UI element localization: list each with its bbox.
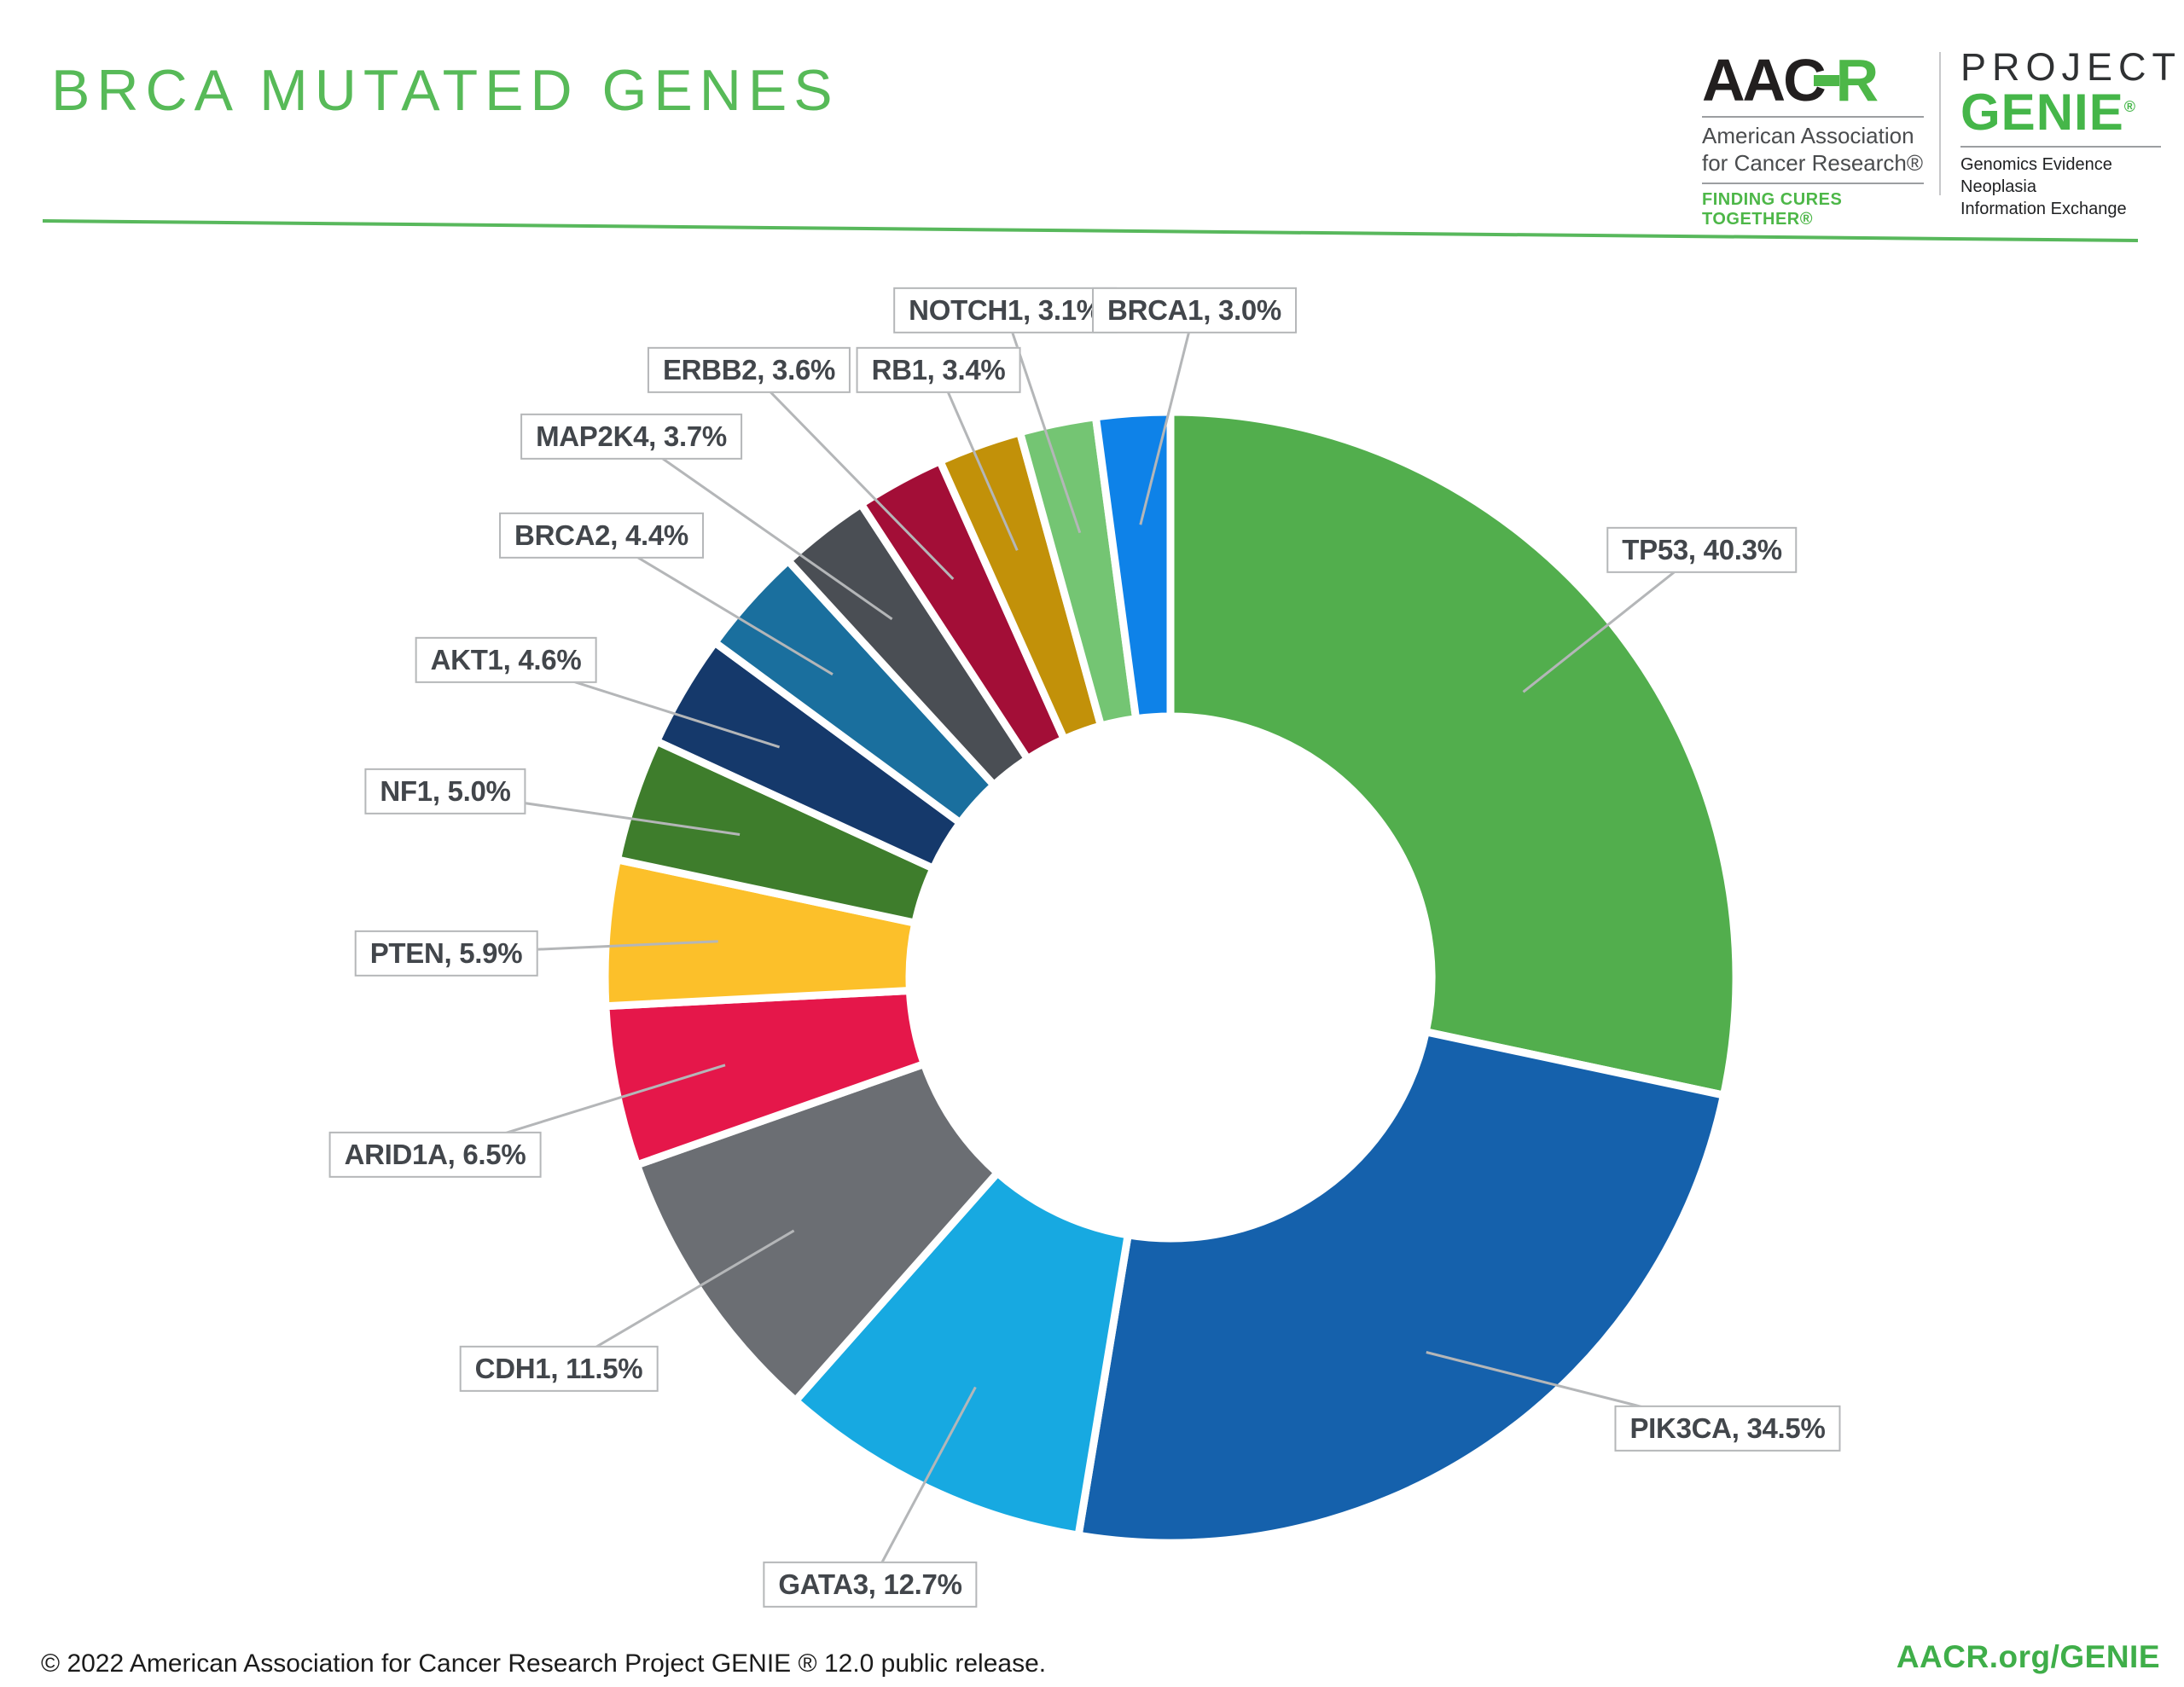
footer-copyright: © 2022 American Association for Cancer R… — [41, 1649, 1047, 1678]
aacr-dash-icon — [1813, 75, 1839, 87]
footer-link: AACR.org/GENIE — [1896, 1639, 2160, 1674]
aacr-acronym-black: AAC — [1702, 47, 1827, 113]
header-underline — [42, 219, 2139, 242]
aacr-rule-bottom — [1702, 183, 1924, 185]
leader-line-tp53 — [1522, 548, 1703, 693]
logo-divider — [1939, 52, 1941, 195]
donut-slice-gata3 — [790, 1167, 1133, 1540]
aacr-acronym-green: R — [1835, 47, 1879, 113]
genie-name-text: GENIE — [1960, 84, 2124, 142]
aacr-name-line2: for Cancer Research® — [1702, 149, 1924, 176]
aacr-logo: AAC R American Association for Cancer Res… — [1702, 50, 1924, 229]
genie-subtitle-line2: Information Exchange — [1960, 200, 2127, 219]
donut-slice-pik3ca — [1073, 1027, 1728, 1547]
donut-slices-group — [601, 408, 1740, 1547]
genie-rule — [1960, 146, 2161, 148]
leader-line-brca1 — [1139, 310, 1196, 525]
leader-line-rb1 — [937, 369, 1019, 551]
genie-subtitle-line1: Genomics Evidence Neoplasia — [1960, 155, 2112, 197]
aacr-rule-top — [1702, 116, 1924, 118]
project-genie-logo: PROJECT GENIE® Genomics Evidence Neoplas… — [1960, 45, 2182, 220]
aacr-tagline: FINDING CURES TOGETHER® — [1702, 190, 1843, 229]
genie-project-word: PROJECT — [1960, 45, 2182, 89]
leader-line-map2k4 — [630, 435, 893, 621]
genie-name-word: GENIE® — [1960, 87, 2161, 138]
donut-slice-tp53 — [1166, 408, 1740, 1100]
donut-slice-cdh1 — [631, 1058, 1003, 1406]
logo-block: AAC R American Association for Cancer Res… — [1702, 47, 2175, 229]
aacr-acronym: AAC R — [1702, 50, 1924, 110]
leader-line-gata3 — [868, 1386, 977, 1586]
aacr-name-line1: American Association — [1702, 123, 1914, 148]
donut-slice-brca1 — [1091, 408, 1175, 723]
page-title: BRCA MUTATED GENES — [51, 58, 839, 123]
genie-registered-mark: ® — [2123, 98, 2136, 116]
leader-line-erbb2 — [747, 368, 955, 580]
